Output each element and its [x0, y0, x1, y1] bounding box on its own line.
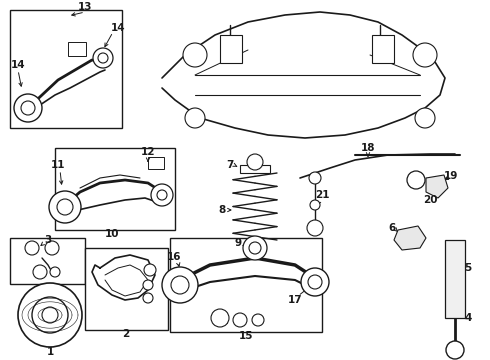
- Circle shape: [144, 264, 156, 276]
- Text: 6: 6: [389, 223, 395, 233]
- Circle shape: [151, 184, 173, 206]
- Circle shape: [93, 48, 113, 68]
- Text: 21: 21: [315, 190, 329, 200]
- Circle shape: [308, 275, 322, 289]
- Text: 11: 11: [51, 160, 65, 170]
- Text: 16: 16: [167, 252, 181, 262]
- Circle shape: [301, 268, 329, 296]
- Circle shape: [57, 199, 73, 215]
- Circle shape: [42, 307, 58, 323]
- Circle shape: [309, 172, 321, 184]
- Bar: [240, 165, 270, 173]
- Text: 15: 15: [239, 331, 253, 341]
- Circle shape: [21, 101, 35, 115]
- Circle shape: [162, 267, 198, 303]
- Polygon shape: [394, 226, 426, 250]
- Bar: [170, 238, 322, 332]
- Text: 7: 7: [226, 160, 234, 170]
- Text: 14: 14: [111, 23, 125, 33]
- Text: 1: 1: [47, 347, 53, 357]
- Circle shape: [33, 265, 47, 279]
- Bar: [445, 240, 465, 318]
- Bar: [55, 148, 175, 230]
- Circle shape: [183, 43, 207, 67]
- Circle shape: [243, 236, 267, 260]
- Circle shape: [307, 220, 323, 236]
- Text: 5: 5: [465, 263, 472, 273]
- Text: 12: 12: [141, 147, 155, 157]
- Text: 3: 3: [45, 235, 51, 245]
- Bar: [220, 35, 242, 63]
- Text: 19: 19: [444, 171, 458, 181]
- Text: 14: 14: [11, 60, 25, 70]
- Text: 17: 17: [288, 295, 302, 305]
- Text: 9: 9: [234, 238, 242, 248]
- Circle shape: [157, 190, 167, 200]
- Circle shape: [14, 94, 42, 122]
- Circle shape: [211, 309, 229, 327]
- Text: 4: 4: [465, 313, 472, 323]
- Circle shape: [415, 108, 435, 128]
- Bar: [213, 313, 227, 323]
- Bar: [85, 248, 168, 330]
- Bar: [372, 35, 394, 63]
- Bar: [68, 42, 86, 56]
- Polygon shape: [426, 175, 448, 198]
- Circle shape: [310, 200, 320, 210]
- Text: 18: 18: [361, 143, 375, 153]
- Circle shape: [249, 242, 261, 254]
- Circle shape: [247, 154, 263, 170]
- Text: 20: 20: [423, 195, 437, 205]
- Circle shape: [98, 53, 108, 63]
- Circle shape: [50, 267, 60, 277]
- Circle shape: [49, 191, 81, 223]
- Circle shape: [18, 283, 82, 347]
- Circle shape: [413, 43, 437, 67]
- Circle shape: [45, 241, 59, 255]
- Circle shape: [143, 293, 153, 303]
- Bar: [10, 10, 122, 128]
- Bar: [10, 238, 85, 284]
- Circle shape: [25, 241, 39, 255]
- Text: 13: 13: [78, 2, 92, 12]
- Text: 8: 8: [219, 205, 225, 215]
- Text: 2: 2: [122, 329, 130, 339]
- Circle shape: [407, 171, 425, 189]
- Circle shape: [32, 297, 68, 333]
- Circle shape: [171, 276, 189, 294]
- Text: 10: 10: [105, 229, 119, 239]
- Circle shape: [252, 314, 264, 326]
- Circle shape: [446, 341, 464, 359]
- Circle shape: [233, 313, 247, 327]
- Bar: [148, 157, 164, 169]
- Circle shape: [185, 108, 205, 128]
- Circle shape: [143, 280, 153, 290]
